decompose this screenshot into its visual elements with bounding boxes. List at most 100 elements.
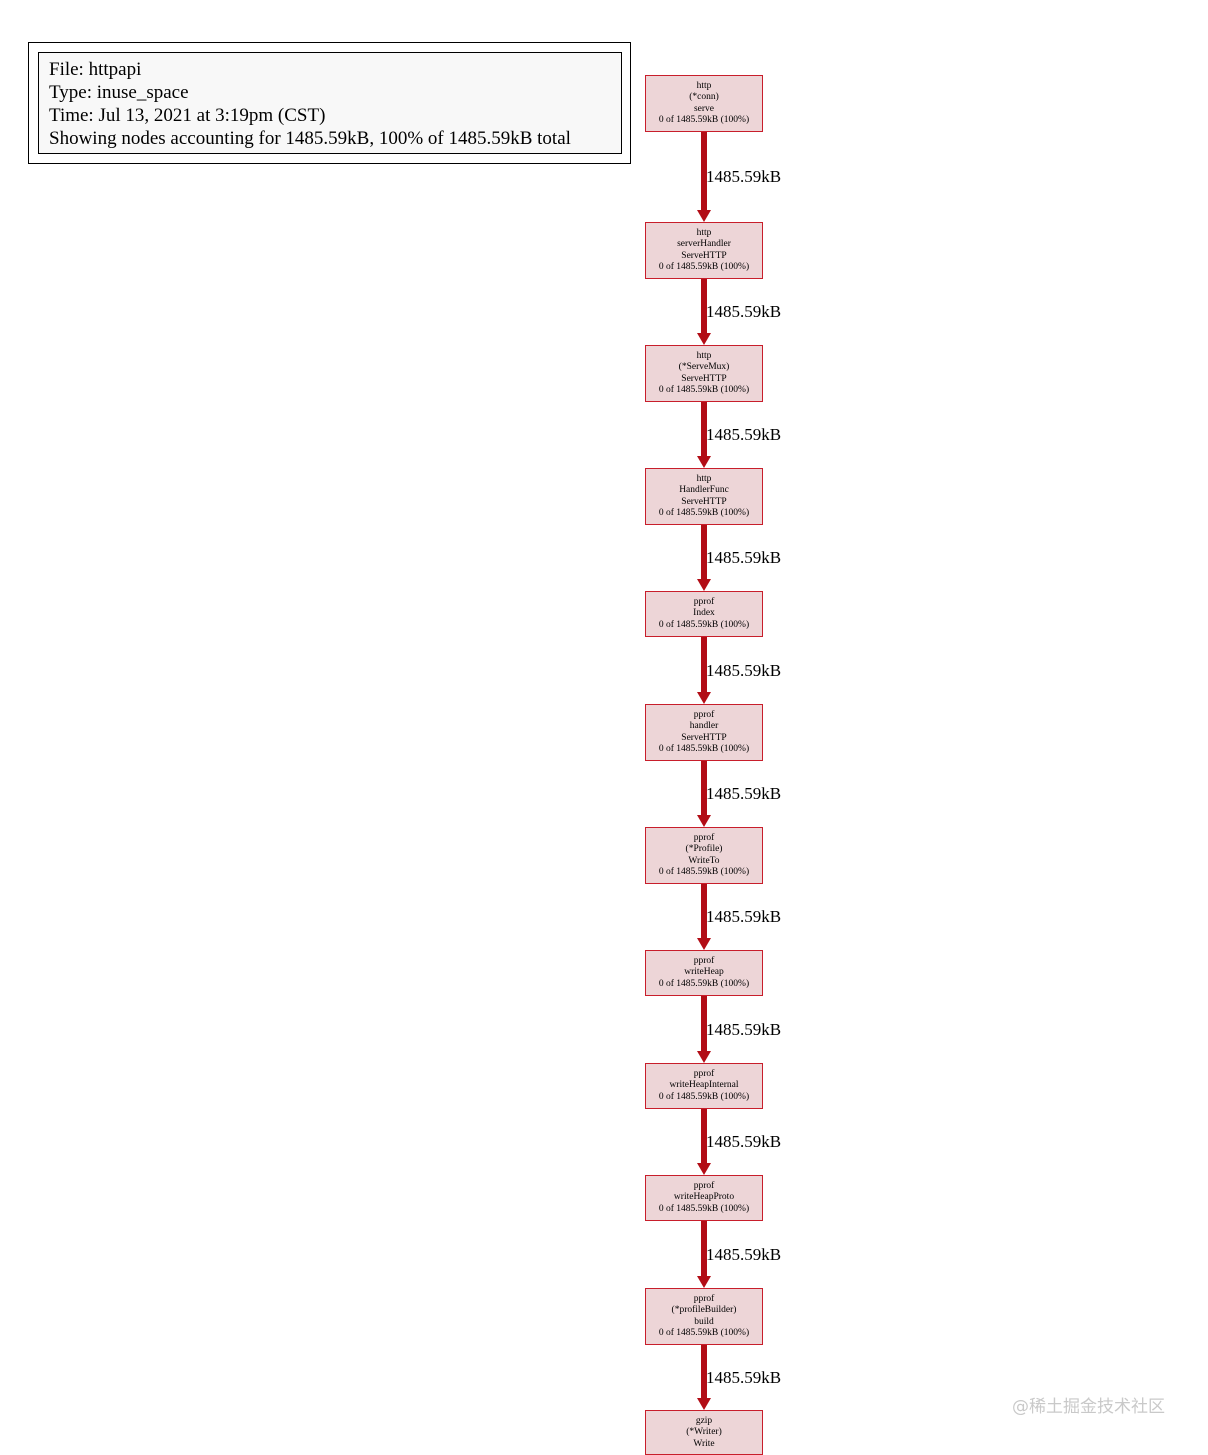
graph-node-line: pprof xyxy=(693,1069,715,1079)
graph-edge-arrowhead xyxy=(697,938,711,950)
graph-edge xyxy=(701,1345,707,1399)
graph-node-line: 0 of 1485.59kB (100%) xyxy=(658,1327,750,1338)
graph-node-line: serverHandler xyxy=(677,239,731,250)
graph-node-line: ServeHTTP xyxy=(681,373,727,384)
graph-node-line: (*conn) xyxy=(689,92,719,103)
graph-edge-label: 1485.59kB xyxy=(706,661,782,680)
graph-edge-arrowhead xyxy=(697,1163,711,1175)
graph-node-line: http xyxy=(696,228,712,238)
graph-edge xyxy=(701,132,707,211)
graph-node-line: 0 of 1485.59kB (100%) xyxy=(658,978,750,989)
graph-node-line: writeHeapProto xyxy=(673,1192,735,1203)
graph-edge-label: 1485.59kB xyxy=(706,302,782,321)
graph-node[interactable]: http HandlerFunc ServeHTTP 0 of 1485.59kB (… xyxy=(645,468,763,525)
graph-edge xyxy=(701,1109,707,1164)
graph-node-line: (*Profile) xyxy=(685,844,723,855)
graph-node-line: 0 of 1485.59kB (100%) xyxy=(658,866,750,877)
graph-node-line: pprof xyxy=(693,1181,715,1191)
graph-edge-label: 1485.59kB xyxy=(706,907,782,926)
graph-node[interactable]: pprof (*profileBuilder) build 0 of 1485.59k… xyxy=(645,1288,763,1345)
graph-node-line: 0 of 1485.59kB (100%) xyxy=(658,1091,750,1102)
graph-node-line: WriteTo xyxy=(688,855,720,866)
graph-edge xyxy=(701,279,707,334)
graph-edge-arrowhead xyxy=(697,333,711,345)
graph-node-line: 0 of 1485.59kB (100%) xyxy=(658,384,750,395)
legend-type: Type: inuse_space xyxy=(49,81,621,104)
legend-file-label: File: xyxy=(49,59,84,80)
legend-type-value: inuse_space xyxy=(96,82,189,103)
graph-node-line: pprof xyxy=(693,1294,715,1304)
graph-node-line: ServeHTTP xyxy=(681,250,727,261)
graph-edge xyxy=(701,884,707,939)
graph-node-line: handler xyxy=(689,721,719,732)
graph-node-line: http xyxy=(696,351,712,361)
graph-edge-arrowhead xyxy=(697,1398,711,1410)
graph-node-line: 0 of 1485.59kB (100%) xyxy=(658,1203,750,1214)
graph-node-line: 0 of 1485.59kB (100%) xyxy=(658,507,750,518)
graph-node-line: pprof xyxy=(693,956,715,966)
watermark: @稀土掘金技术社区 xyxy=(1012,1397,1165,1417)
graph-edge-label: 1485.59kB xyxy=(706,167,782,186)
legend-type-label: Type: xyxy=(49,82,92,103)
graph-node-line: Write xyxy=(693,1438,715,1449)
graph-edge xyxy=(701,996,707,1052)
graph-node-line: pprof xyxy=(693,833,715,843)
graph-edge-arrowhead xyxy=(697,815,711,827)
graph-node[interactable]: http (*ServeMux) ServeHTTP 0 of 1485.59kB (… xyxy=(645,345,763,402)
legend-showing: Showing nodes accounting for 1485.59kB, … xyxy=(49,128,571,149)
graph-edge-label: 1485.59kB xyxy=(706,1132,782,1151)
graph-edge-arrowhead xyxy=(697,692,711,704)
graph-node-line: 0 of 1485.59kB (100%) xyxy=(658,743,750,754)
graph-edge-label: 1485.59kB xyxy=(706,1368,782,1387)
graph-edge-label: 1485.59kB xyxy=(706,1245,782,1264)
graph-node-line: 0 of 1485.59kB (100%) xyxy=(658,261,750,272)
graph-edge xyxy=(701,1221,707,1277)
graph-node-line: Index xyxy=(693,608,715,619)
graph-node-line: http xyxy=(696,81,712,91)
graph-node-line: pprof xyxy=(693,710,715,720)
legend-time: Time: Jul 13, 2021 at 3:19pm (CST) xyxy=(49,104,621,127)
graph-node-line: (*Writer) xyxy=(686,1427,722,1438)
graph-node-line: writeHeapInternal xyxy=(669,1080,739,1091)
legend-file: File: httpapi xyxy=(49,58,621,81)
graph-edge-label: 1485.59kB xyxy=(706,784,782,803)
graph-node-line: (*profileBuilder) xyxy=(671,1305,737,1316)
graph-node-line: http xyxy=(696,474,712,484)
graph-node-line: gzip xyxy=(695,1416,713,1426)
graph-node[interactable]: pprof writeHeapProto 0 of 1485.59kB (100%) xyxy=(645,1175,763,1221)
graph-node-line: pprof xyxy=(693,597,715,607)
graph-node[interactable]: pprof Index 0 of 1485.59kB (100%) xyxy=(645,591,763,637)
graph-node-line: writeHeap xyxy=(684,967,724,978)
graph-edge-label: 1485.59kB xyxy=(706,548,782,567)
graph-node-line: ServeHTTP xyxy=(681,732,727,743)
graph-node-line: 0 of 1485.59kB (100%) xyxy=(658,619,750,630)
graph-edge xyxy=(701,402,707,457)
graph-node[interactable]: pprof writeHeap 0 of 1485.59kB (100%) xyxy=(645,950,763,996)
graph-edge-arrowhead xyxy=(697,210,711,222)
legend-time-value: Jul 13, 2021 at 3:19pm (CST) xyxy=(98,105,326,126)
graph-edge-arrowhead xyxy=(697,1051,711,1063)
graph-edge-label: 1485.59kB xyxy=(706,425,782,444)
graph-edge-arrowhead xyxy=(697,579,711,591)
graph-node[interactable]: gzip (*Writer) Write xyxy=(645,1410,763,1455)
legend-file-value: httpapi xyxy=(88,59,142,80)
graph-edge-arrowhead xyxy=(697,456,711,468)
graph-edge xyxy=(701,761,707,816)
graph-node-line: 0 of 1485.59kB (100%) xyxy=(658,114,750,125)
profile-legend-box: File: httpapi Type: inuse_space Time: Jul 1… xyxy=(38,52,622,154)
graph-node-line: build xyxy=(694,1316,714,1327)
graph-edge-arrowhead xyxy=(697,1276,711,1288)
graph-node[interactable]: pprof handler ServeHTTP 0 of 1485.59kB (100… xyxy=(645,704,763,761)
graph-node-line: (*ServeMux) xyxy=(678,362,730,373)
graph-node[interactable]: pprof (*Profile) WriteTo 0 of 1485.59kB (10… xyxy=(645,827,763,884)
graph-edge-label: 1485.59kB xyxy=(706,1020,782,1039)
graph-node[interactable]: http serverHandler ServeHTTP 0 of 1485.59kB… xyxy=(645,222,763,279)
graph-node-line: ServeHTTP xyxy=(681,496,727,507)
graph-node[interactable]: http (*conn) serve 0 of 1485.59kB (100%) xyxy=(645,75,763,132)
graph-edge xyxy=(701,637,707,693)
graph-node-line: HandlerFunc xyxy=(679,485,729,496)
graph-node[interactable]: pprof writeHeapInternal 0 of 1485.59kB (10… xyxy=(645,1063,763,1109)
legend-time-label: Time: xyxy=(49,105,94,126)
graph-node-line: serve xyxy=(693,103,715,114)
